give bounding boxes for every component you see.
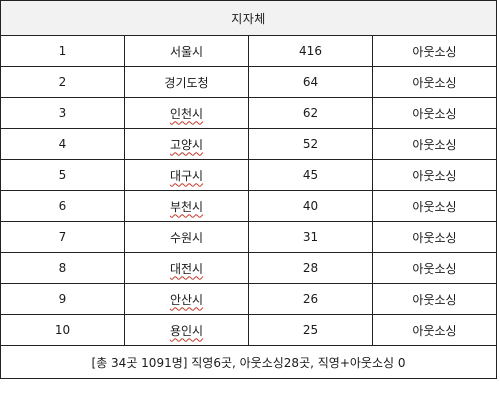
- operation-type-cell: 아웃소싱: [372, 252, 497, 284]
- operation-type-cell: 아웃소싱: [372, 314, 497, 346]
- operation-type-cell: 아웃소싱: [372, 66, 497, 98]
- count-cell: 416: [248, 35, 373, 67]
- rank-cell: 8: [0, 252, 125, 284]
- municipality-name-cell: 서울시: [124, 35, 249, 67]
- rank-cell: 9: [0, 283, 125, 315]
- operation-type-cell: 아웃소싱: [372, 97, 497, 129]
- municipality-name: 수원시: [169, 230, 204, 245]
- count-cell: 25: [248, 314, 373, 346]
- municipality-name-cell: 안산시: [124, 283, 249, 315]
- municipality-name: 안산시: [169, 292, 204, 307]
- rank-cell: 10: [0, 314, 125, 346]
- table-row: 2 경기도청 64 아웃소싱: [0, 66, 497, 98]
- count-cell: 52: [248, 128, 373, 160]
- table-title: 지자체: [0, 0, 497, 36]
- count-cell: 26: [248, 283, 373, 315]
- table-row: 6 부천시 40 아웃소싱: [0, 190, 497, 222]
- count-cell: 31: [248, 221, 373, 253]
- municipality-name-cell: 대구시: [124, 159, 249, 191]
- count-cell: 62: [248, 97, 373, 129]
- municipality-name-cell: 용인시: [124, 314, 249, 346]
- municipality-name-cell: 부천시: [124, 190, 249, 222]
- table-row: 5 대구시 45 아웃소싱: [0, 159, 497, 191]
- operation-type-cell: 아웃소싱: [372, 159, 497, 191]
- municipality-name-cell: 경기도청: [124, 66, 249, 98]
- table-row: 3 인천시 62 아웃소싱: [0, 97, 497, 129]
- municipality-name: 서울시: [169, 44, 204, 59]
- municipality-name: 대구시: [169, 168, 204, 183]
- count-cell: 40: [248, 190, 373, 222]
- rank-cell: 3: [0, 97, 125, 129]
- municipality-name-cell: 고양시: [124, 128, 249, 160]
- table-row: 7 수원시 31 아웃소싱: [0, 221, 497, 253]
- rank-cell: 1: [0, 35, 125, 67]
- table-row: 8 대전시 28 아웃소싱: [0, 252, 497, 284]
- table-row: 9 안산시 26 아웃소싱: [0, 283, 497, 315]
- municipality-name: 인천시: [169, 106, 204, 121]
- operation-type-cell: 아웃소싱: [372, 283, 497, 315]
- municipality-name: 고양시: [169, 137, 204, 152]
- rank-cell: 6: [0, 190, 125, 222]
- operation-type-cell: 아웃소싱: [372, 190, 497, 222]
- operation-type-cell: 아웃소싱: [372, 221, 497, 253]
- count-cell: 45: [248, 159, 373, 191]
- municipality-name: 대전시: [169, 261, 204, 276]
- count-cell: 64: [248, 66, 373, 98]
- municipality-table: 지자체 1 서울시 416 아웃소싱 2 경기도청 64 아웃소싱 3 인천시 62 아웃소싱 4 고양시…: [0, 0, 497, 379]
- municipality-name: 부천시: [169, 199, 204, 214]
- municipality-name: 용인시: [169, 323, 204, 338]
- count-cell: 28: [248, 252, 373, 284]
- rank-cell: 5: [0, 159, 125, 191]
- table-row: 1 서울시 416 아웃소싱: [0, 35, 497, 67]
- table-footer-row: [총 34곳 1091명] 직영6곳, 아웃소싱28곳, 직영+아웃소싱 0: [0, 345, 497, 379]
- municipality-name-cell: 인천시: [124, 97, 249, 129]
- table-title-row: 지자체: [0, 0, 497, 36]
- rank-cell: 2: [0, 66, 125, 98]
- table-row: 4 고양시 52 아웃소싱: [0, 128, 497, 160]
- summary-text: [총 34곳 1091명] 직영6곳, 아웃소싱28곳, 직영+아웃소싱 0: [0, 345, 497, 379]
- operation-type-cell: 아웃소싱: [372, 128, 497, 160]
- table-row: 10 용인시 25 아웃소싱: [0, 314, 497, 346]
- municipality-name-cell: 대전시: [124, 252, 249, 284]
- operation-type-cell: 아웃소싱: [372, 35, 497, 67]
- municipality-name: 경기도청: [164, 75, 209, 90]
- municipality-name-cell: 수원시: [124, 221, 249, 253]
- rank-cell: 7: [0, 221, 125, 253]
- rank-cell: 4: [0, 128, 125, 160]
